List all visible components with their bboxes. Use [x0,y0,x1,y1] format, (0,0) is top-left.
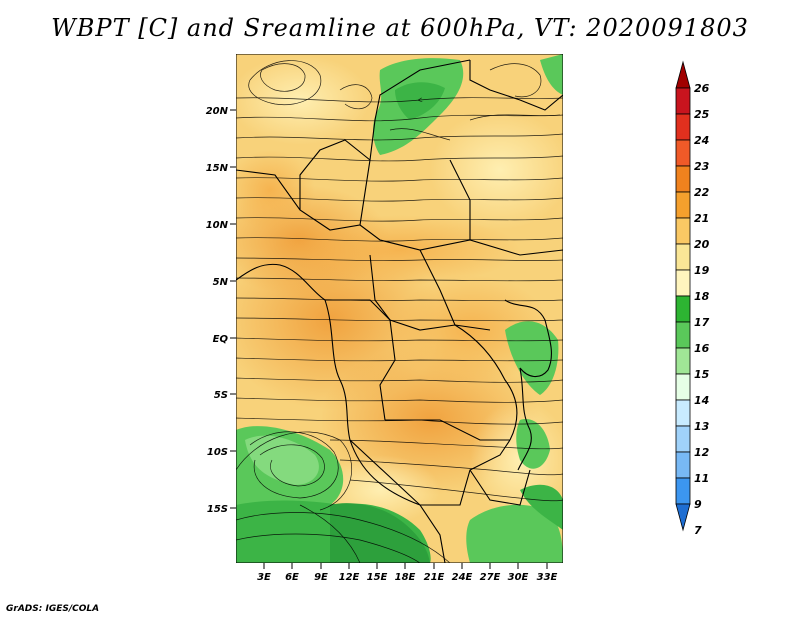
colorbar-label: 15 [694,368,710,381]
svg-text:10S: 10S [207,447,228,458]
colorbar-label: 20 [694,238,710,251]
colorbar-swatch [675,347,691,375]
colorbar-label: 14 [694,394,709,407]
lon-tick: 18E [395,563,416,583]
svg-text:12E: 12E [339,572,360,583]
colorbar-swatch [675,217,691,245]
svg-text:24E: 24E [452,572,473,583]
colorbar-top-triangle [675,60,691,89]
colorbar-label: 24 [694,134,709,147]
colorbar-label: 13 [694,420,710,433]
svg-text:30E: 30E [508,572,529,583]
colorbar-swatch [675,139,691,167]
colorbar-label: 19 [694,264,710,277]
svg-text:27E: 27E [480,572,501,583]
lon-tick: 21E [424,563,445,583]
colorbar-swatch [675,399,691,427]
colorbar-swatch [675,477,691,505]
lon-axis: 3E 6E 9E 12E 15E 18E 21E 24E 27E 30E 33E [257,563,558,583]
colorbar-label: 23 [694,160,710,173]
svg-text:18E: 18E [395,572,416,583]
svg-text:10N: 10N [206,220,229,231]
colorbar-label: 26 [694,82,710,95]
colorbar-swatch [675,243,691,271]
colorbar-label: 18 [694,290,710,303]
colorbar-label: 25 [694,108,710,121]
svg-text:15E: 15E [367,572,388,583]
lon-tick: 15E [367,563,388,583]
colorbar-swatch [675,87,691,115]
colorbar-swatch [675,295,691,323]
lon-tick: 6E [285,563,299,583]
map-panel [236,54,563,563]
lat-tick: 5S [214,390,236,401]
lat-tick: EQ [213,334,236,345]
lon-tick: 33E [537,563,558,583]
svg-text:EQ: EQ [213,334,229,345]
svg-text:9E: 9E [314,572,328,583]
lat-tick: 15N [206,163,236,174]
lat-tick: 20N [206,106,236,117]
lat-tick: 10S [207,447,236,458]
colorbar: 26 25 24 23 22 21 20 19 18 17 16 15 14 13 12 11 9 7 [675,60,710,537]
chart-title: WBPT [C] and Sreamline at 600hPa, VT: 20… [51,14,749,42]
colorbar-label: 11 [694,472,709,485]
credit-label: GrADS: IGES/COLA [6,604,100,614]
colorbar-label: 9 [694,498,702,511]
svg-text:15N: 15N [206,163,229,174]
svg-text:21E: 21E [424,572,445,583]
colorbar-swatch [675,165,691,193]
lon-tick: 9E [314,563,328,583]
colorbar-swatch [675,373,691,401]
svg-text:33E: 33E [537,572,558,583]
colorbar-label: 12 [694,446,710,459]
colorbar-label: 16 [694,342,710,355]
colorbar-label: 22 [694,186,710,199]
colorbar-bottom-triangle [675,503,691,532]
lon-tick: 3E [257,563,271,583]
svg-text:3E: 3E [257,572,271,583]
colorbar-label: 7 [694,524,702,537]
svg-text:5S: 5S [214,390,228,401]
colorbar-swatch [675,113,691,141]
lat-tick: 5N [213,277,236,288]
lat-axis: 20N 15N 10N 5N EQ 5S 10S 15S [206,106,236,515]
colorbar-label: 17 [694,316,710,329]
svg-text:20N: 20N [206,106,229,117]
colorbar-swatch [675,451,691,479]
lat-tick: 10N [206,220,236,231]
svg-text:5N: 5N [213,277,229,288]
colorbar-label: 21 [694,212,709,225]
colorbar-swatch [675,425,691,453]
lon-tick: 30E [508,563,529,583]
lon-tick: 24E [452,563,473,583]
lat-tick: 15S [207,504,236,515]
svg-text:15S: 15S [207,504,228,515]
svg-text:6E: 6E [285,572,299,583]
lon-tick: 12E [339,563,360,583]
colorbar-swatch [675,191,691,219]
lon-tick: 27E [480,563,501,583]
colorbar-swatch [675,321,691,349]
colorbar-swatch [675,269,691,297]
